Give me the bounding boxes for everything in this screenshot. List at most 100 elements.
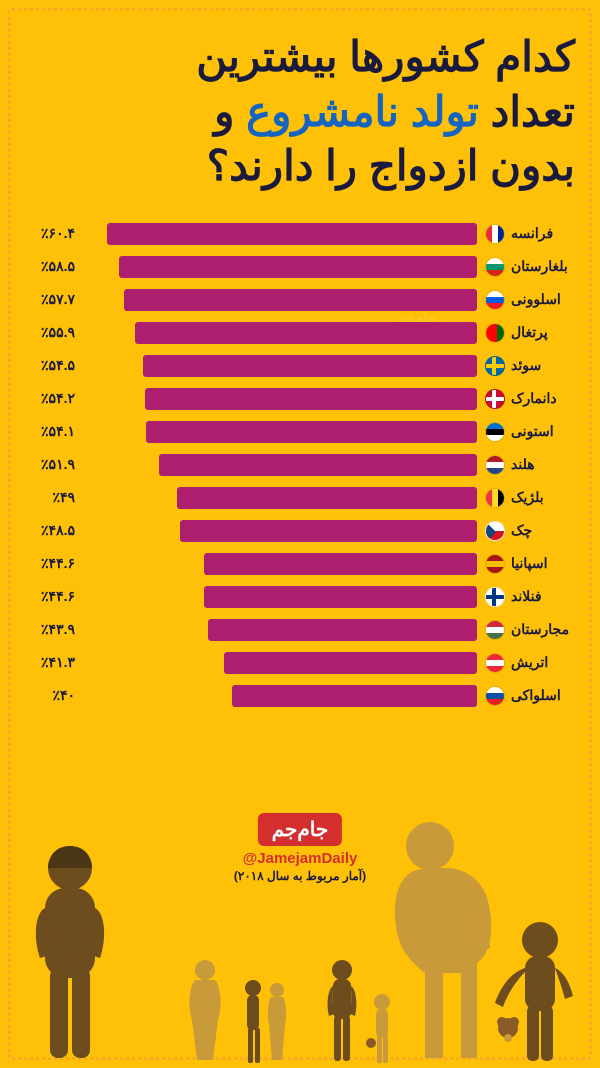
country-label: هلند — [505, 456, 580, 473]
value-label: ٪۵۱.۹ — [20, 456, 75, 473]
title-block: کدام کشورها بیشترین تعداد تولد نامشروع و… — [0, 0, 600, 209]
country-label: اسپانیا — [505, 555, 580, 572]
bar-track — [79, 487, 477, 509]
chart-row: هلند ٪۵۱.۹ — [20, 450, 580, 480]
bar-track — [79, 421, 477, 443]
bar-track — [79, 520, 477, 542]
chart-row: دانمارک٪۵۴.۲ — [20, 384, 580, 414]
chart-row: اتریش ٪۴۱.۳ — [20, 648, 580, 678]
country-label: فرانسه — [505, 225, 580, 242]
bar-fill — [177, 487, 477, 509]
flag-icon — [485, 488, 505, 508]
person-small-man — [320, 958, 365, 1068]
flag-icon — [485, 455, 505, 475]
country-label: استونی — [505, 423, 580, 440]
value-label: ٪۵۴.۵ — [20, 357, 75, 374]
country-label: فنلاند — [505, 588, 580, 605]
value-label: ٪۴۰ — [20, 687, 75, 704]
title-2b: و — [214, 88, 246, 135]
value-label: ٪۶۰.۴ — [20, 225, 75, 242]
chart-row: بلغارستان٪۵۸.۵ — [20, 252, 580, 282]
flag-icon — [485, 257, 505, 277]
chart-row: استونی ٪۵۴.۱ — [20, 417, 580, 447]
bar-fill — [224, 652, 477, 674]
value-label: ٪۴۳.۹ — [20, 621, 75, 638]
value-label: ٪۴۸.۵ — [20, 522, 75, 539]
country-label: بلژیک — [505, 489, 580, 506]
flag-icon — [485, 389, 505, 409]
bar-track — [79, 322, 477, 344]
chart-row: سوئد ٪۵۴.۵ — [20, 351, 580, 381]
value-label: ٪۵۵.۹ — [20, 324, 75, 341]
title-line-3: بدون ازدواج را دارند؟ — [25, 139, 575, 194]
flag-icon — [485, 554, 505, 574]
bar-fill — [145, 388, 477, 410]
chart-row: اسلوونی ٪۵۷.۷ — [20, 285, 580, 315]
flag-icon — [485, 323, 505, 343]
flag-icon — [485, 620, 505, 640]
bar-fill — [232, 685, 477, 707]
country-label: اسلواکی — [505, 687, 580, 704]
bar-track — [79, 685, 477, 707]
bar-fill — [180, 520, 477, 542]
chart-row: فنلاند ٪۴۴.۶ — [20, 582, 580, 612]
country-label: اسلوونی — [505, 291, 580, 308]
bar-track — [79, 223, 477, 245]
country-label: پرتغال — [505, 324, 580, 341]
bar-fill — [204, 586, 477, 608]
value-label: ٪۵۴.۲ — [20, 390, 75, 407]
flag-icon — [485, 653, 505, 673]
bar-chart: فرانسه ٪۶۰.۴ بلغارستان٪۵۸.۵ اسلوونی ٪۵۷.۷ پرت… — [0, 209, 600, 711]
value-label: ٪۵۴.۱ — [20, 423, 75, 440]
source-logo: جام‌جم — [258, 813, 343, 846]
bar-track — [79, 388, 477, 410]
person-woman-pregnant — [375, 818, 495, 1068]
value-label: ٪۴۱.۳ — [20, 654, 75, 671]
bar-fill — [208, 619, 477, 641]
value-label: ٪۵۷.۷ — [20, 291, 75, 308]
chart-row: فرانسه ٪۶۰.۴ — [20, 219, 580, 249]
source-block: جام‌جم @JamejamDaily (آمار مربوط به سال … — [234, 813, 366, 883]
bar-fill — [143, 355, 477, 377]
bar-fill — [135, 322, 477, 344]
bar-track — [79, 355, 477, 377]
flag-icon — [485, 356, 505, 376]
bar-fill — [159, 454, 477, 476]
bar-track — [79, 619, 477, 641]
country-label: سوئد — [505, 357, 580, 374]
bar-fill — [124, 289, 477, 311]
country-label: مجارستان — [505, 621, 580, 638]
flag-icon — [485, 587, 505, 607]
bar-track — [79, 553, 477, 575]
bar-track — [79, 652, 477, 674]
chart-row: اسپانیا٪۴۴.۶ — [20, 549, 580, 579]
country-label: اتریش — [505, 654, 580, 671]
bar-fill — [146, 421, 477, 443]
value-label: ٪۵۸.۵ — [20, 258, 75, 275]
flag-icon — [485, 521, 505, 541]
bar-fill — [119, 256, 477, 278]
source-note: (آمار مربوط به سال ۲۰۱۸) — [234, 869, 366, 883]
title-line-2: تعداد تولد نامشروع و — [25, 85, 575, 140]
bar-track — [79, 454, 477, 476]
flag-icon — [485, 224, 505, 244]
source-handle: @JamejamDaily — [234, 850, 366, 867]
flag-icon — [485, 422, 505, 442]
value-label: ٪۴۹ — [20, 489, 75, 506]
person-small-child — [365, 993, 400, 1068]
person-child-right — [490, 918, 580, 1068]
value-label: ٪۴۴.۶ — [20, 588, 75, 605]
person-small-woman — [180, 958, 230, 1068]
title-highlight: تولد نامشروع — [246, 88, 479, 135]
title-line-1: کدام کشورها بیشترین — [25, 30, 575, 85]
chart-row: چک ٪۴۸.۵ — [20, 516, 580, 546]
chart-row: مجارستان ٪۴۳.۹ — [20, 615, 580, 645]
bar-fill — [204, 553, 477, 575]
flag-icon — [485, 686, 505, 706]
chart-row: اسلواکی ٪۴۰ — [20, 681, 580, 711]
footer-illustration: جام‌جم @JamejamDaily (آمار مربوط به سال … — [0, 808, 600, 1068]
country-label: چک — [505, 522, 580, 539]
chart-row: بلژیک ٪۴۹ — [20, 483, 580, 513]
bar-track — [79, 586, 477, 608]
bar-track — [79, 256, 477, 278]
